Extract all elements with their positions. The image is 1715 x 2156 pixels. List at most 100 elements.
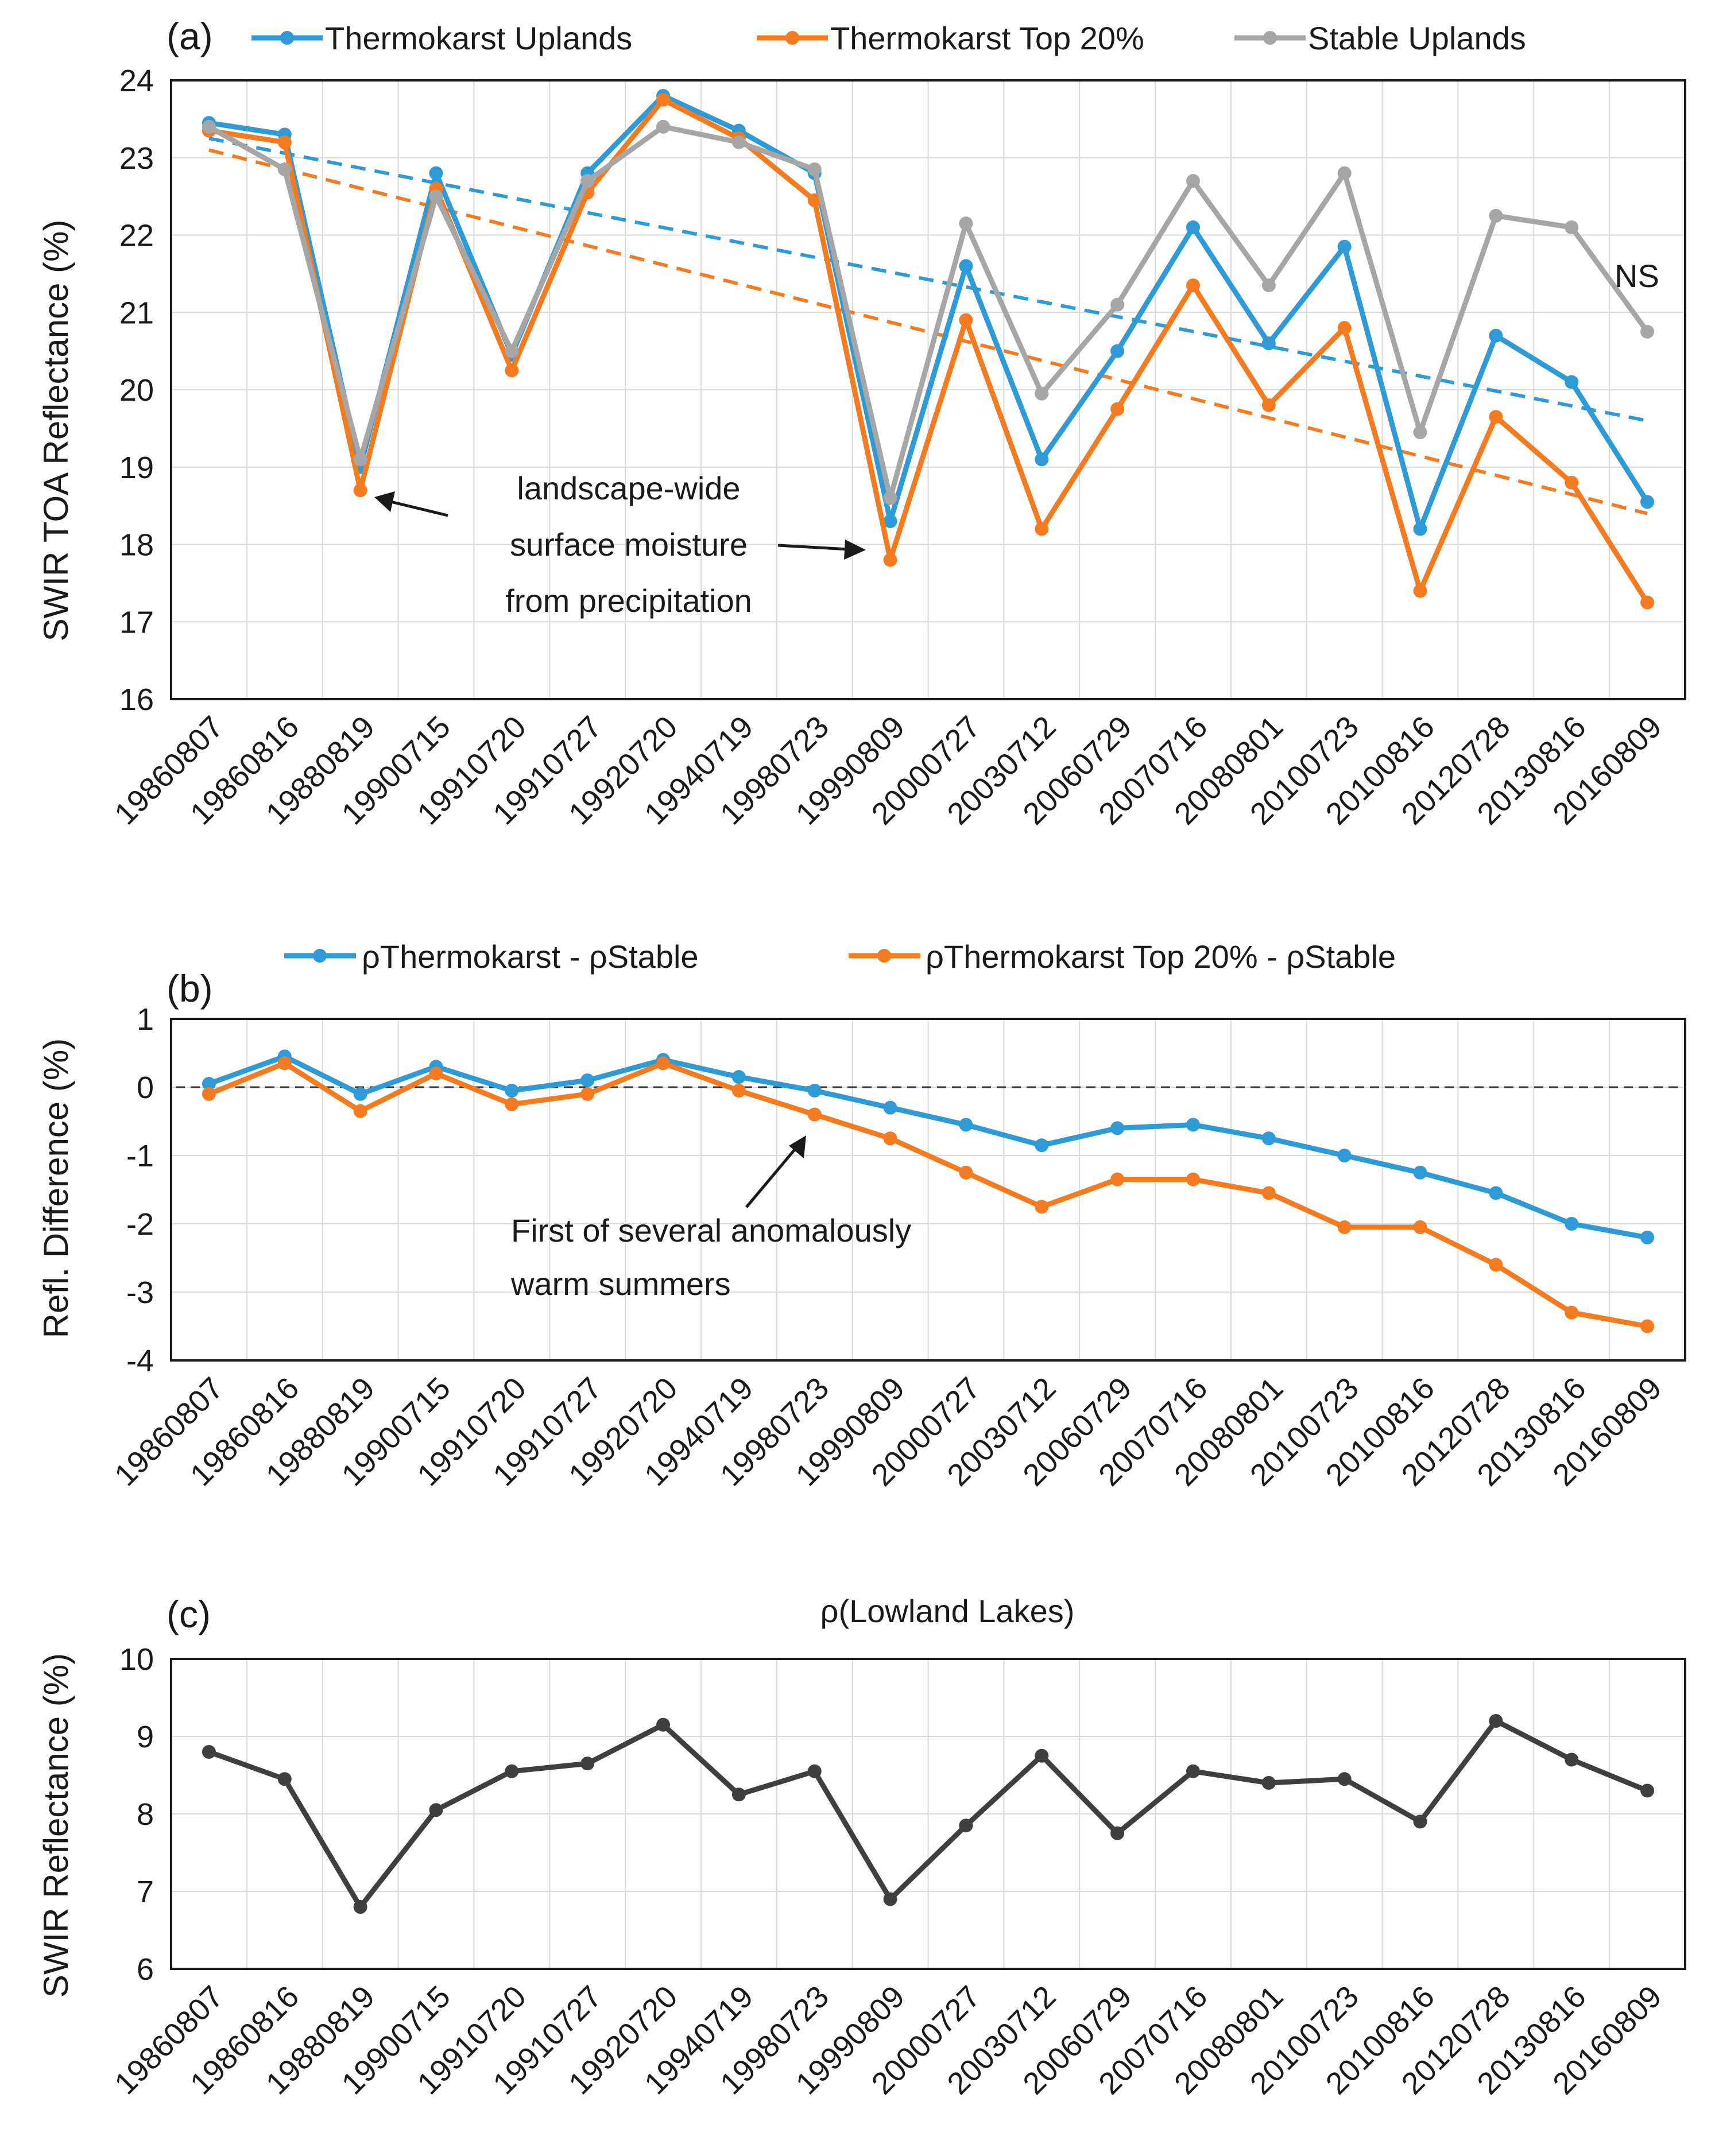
- plot-frame-b: [170, 1018, 1686, 1362]
- point-a-2-4: [505, 344, 519, 358]
- point-a-2-10: [959, 216, 973, 231]
- ytick-a-4: 20: [119, 373, 154, 408]
- point-a-0-12: [1110, 344, 1125, 358]
- ytick-a-2: 18: [119, 528, 154, 563]
- series-line-b-1: [208, 1060, 1648, 1329]
- ytick-b-1: -3: [126, 1275, 154, 1310]
- point-c-0-18: [1565, 1752, 1579, 1767]
- point-a-2-18: [1565, 220, 1579, 235]
- series-line-a-2: [207, 124, 1650, 501]
- point-a-2-7: [731, 135, 746, 149]
- point-c-0-2: [353, 1900, 367, 1914]
- legend-a-marker-thermokarst-uplands: [280, 31, 294, 45]
- point-a-0-19: [1640, 495, 1655, 509]
- point-a-2-19: [1640, 324, 1655, 339]
- ytick-a-5: 21: [119, 296, 154, 330]
- plot-c: 6789101986080719860816198808191990071519…: [108, 1642, 1686, 2101]
- point-b-0-4: [505, 1083, 519, 1098]
- ylabel-c: SWIR Reflectance (%): [37, 1653, 75, 1998]
- ytick-b-4: 0: [137, 1071, 154, 1105]
- series-line-b-0: [208, 1054, 1648, 1240]
- legend-b: ρThermokarst - ρStable ρThermokarst Top …: [284, 939, 1396, 975]
- series-line-c-0: [208, 1718, 1648, 1910]
- point-c-0-13: [1186, 1764, 1200, 1778]
- point-a-2-6: [656, 119, 671, 134]
- legend-b-label-thermokarst-top20: ρThermokarst Top 20% - ρStable: [926, 939, 1396, 975]
- point-a-1-4: [505, 363, 519, 378]
- point-a-1-12: [1110, 402, 1125, 416]
- ns-label: NS: [1615, 258, 1659, 294]
- point-b-1-17: [1489, 1258, 1503, 1272]
- plot-a: 1617181920212223241986080719860816198808…: [108, 64, 1686, 831]
- point-b-0-8: [807, 1083, 822, 1098]
- point-a-0-3: [429, 166, 443, 180]
- point-b-0-19: [1640, 1230, 1655, 1244]
- point-b-0-12: [1110, 1121, 1125, 1135]
- point-b-1-9: [883, 1131, 897, 1146]
- point-c-0-19: [1640, 1783, 1655, 1798]
- point-a-1-13: [1186, 278, 1200, 293]
- point-b-1-19: [1640, 1319, 1655, 1333]
- point-c-0-12: [1110, 1826, 1125, 1840]
- ytick-a-8: 24: [119, 64, 154, 98]
- point-c-0-8: [807, 1764, 822, 1778]
- ytick-a-7: 23: [119, 141, 154, 176]
- moisture-note-line1: landscape-wide: [517, 470, 740, 506]
- point-a-0-13: [1186, 220, 1200, 235]
- point-b-1-8: [807, 1107, 822, 1122]
- legend-a-label-thermokarst-uplands: Thermokarst Uplands: [325, 20, 632, 56]
- moisture-note-line2: surface moisture: [510, 526, 748, 563]
- ytick-a-0: 16: [119, 683, 154, 717]
- point-a-2-15: [1337, 166, 1352, 180]
- point-a-1-16: [1413, 584, 1427, 598]
- point-b-0-10: [959, 1118, 973, 1132]
- legend-b-marker-thermokarst-top20: [877, 949, 891, 963]
- point-a-1-15: [1337, 321, 1352, 335]
- point-a-0-18: [1565, 375, 1579, 389]
- point-a-2-12: [1110, 297, 1125, 312]
- point-a-1-1: [277, 135, 292, 149]
- point-b-1-0: [202, 1087, 216, 1101]
- series-line-a-0: [208, 93, 1650, 532]
- panel-c: (c) ρ(Lowland Lakes) SWIR Reflectance (%…: [37, 1593, 1686, 2101]
- point-b-0-16: [1413, 1165, 1427, 1180]
- point-a-2-2: [353, 452, 367, 467]
- panel-c-tag: (c): [167, 1593, 211, 1635]
- legend-b-label-thermokarst: ρThermokarst - ρStable: [362, 939, 699, 975]
- ytick-b-2: -2: [126, 1207, 154, 1242]
- plot-frame-c: [170, 1658, 1686, 1970]
- point-c-0-6: [656, 1717, 671, 1732]
- point-b-1-14: [1261, 1186, 1276, 1200]
- point-b-0-17: [1489, 1186, 1503, 1200]
- ytick-a-1: 17: [119, 605, 154, 639]
- point-b-1-1: [277, 1056, 292, 1071]
- point-b-1-3: [429, 1067, 443, 1081]
- point-a-2-1: [277, 162, 292, 176]
- point-b-1-7: [731, 1083, 746, 1098]
- trendline-a-1: [208, 148, 1648, 515]
- point-c-0-4: [505, 1764, 519, 1778]
- point-a-0-14: [1261, 336, 1276, 351]
- ytick-b-0: -4: [126, 1344, 154, 1378]
- point-c-0-15: [1337, 1772, 1352, 1786]
- point-a-0-10: [959, 259, 973, 273]
- warm-arrow: [745, 1135, 806, 1208]
- point-b-0-9: [883, 1100, 897, 1115]
- point-c-0-9: [883, 1892, 897, 1906]
- point-a-2-5: [580, 174, 595, 188]
- point-a-1-19: [1640, 595, 1655, 610]
- point-b-1-4: [505, 1097, 519, 1111]
- point-a-2-17: [1489, 208, 1503, 223]
- point-c-0-1: [277, 1772, 292, 1786]
- ylabel-a: SWIR TOA Reflectance (%): [37, 220, 75, 642]
- point-b-1-15: [1337, 1220, 1352, 1234]
- legend-a-label-stable-uplands: Stable Uplands: [1308, 20, 1526, 56]
- point-c-0-7: [731, 1787, 746, 1802]
- point-a-2-11: [1035, 386, 1049, 401]
- point-b-0-0: [202, 1077, 216, 1091]
- trendline-a-0: [208, 137, 1648, 422]
- point-b-0-14: [1261, 1131, 1276, 1146]
- ytick-a-6: 22: [119, 219, 154, 253]
- point-a-2-16: [1413, 425, 1427, 440]
